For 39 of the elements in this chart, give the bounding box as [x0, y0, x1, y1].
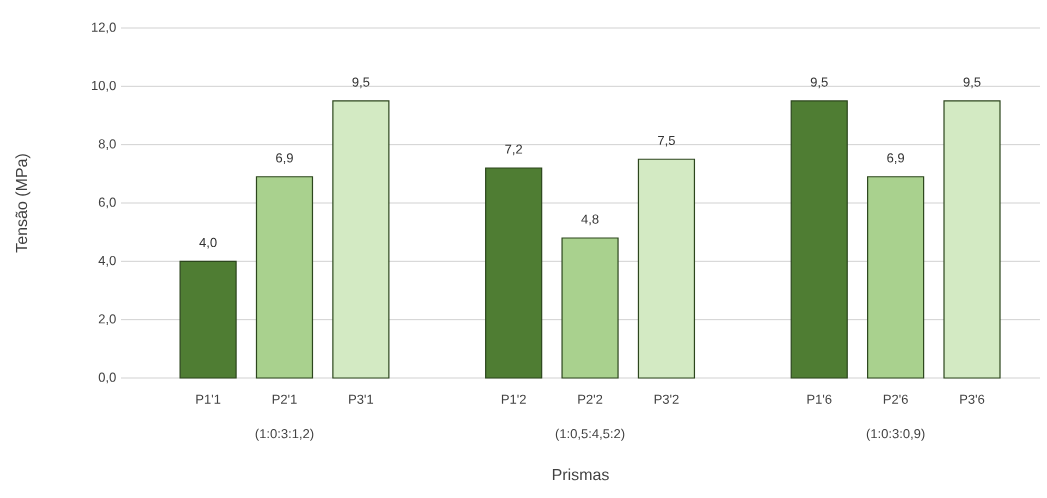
x-tick-label: P2'2: [578, 394, 603, 404]
x-tick-label: P3'2: [654, 394, 679, 404]
bar: [561, 237, 619, 379]
data-label: 9,5: [963, 77, 981, 89]
data-label: 9,5: [352, 77, 370, 89]
bar: [867, 176, 925, 379]
bar: [485, 167, 543, 379]
x-tick-label: P1'1: [196, 394, 221, 404]
data-label: 7,5: [658, 135, 675, 147]
y-tick-label: 12,0: [91, 22, 116, 34]
y-axis-title: Tensão (MPa): [15, 154, 31, 253]
data-label: 6,9: [276, 153, 293, 165]
bar: [637, 158, 696, 379]
bar: [179, 260, 237, 379]
x-tick-label: P3'1: [349, 394, 374, 404]
x-tick-label: P2'1: [272, 394, 297, 404]
x-axis-title: Prismas: [552, 468, 609, 481]
data-label: 4,0: [199, 237, 217, 249]
x-tick-label: P3'6: [960, 394, 985, 404]
text: (1:0:3:1,2): [255, 428, 314, 441]
x-tick-label: P1'2: [501, 394, 526, 404]
data-label: 6,9: [887, 153, 905, 165]
text: (1:0:3:0,9): [866, 428, 925, 441]
bar: [332, 100, 390, 379]
data-label: 9,5: [810, 77, 828, 89]
y-tick-label: 4,0: [98, 255, 116, 267]
y-tick-label: 0,0: [98, 372, 116, 384]
text: (1:0,5:4,5:2): [555, 428, 625, 441]
y-tick-label: 10,0: [91, 80, 116, 92]
data-label: 7,2: [505, 144, 523, 156]
y-tick-label: 6,0: [98, 197, 116, 209]
bar: [943, 100, 1001, 379]
bar: [790, 100, 848, 379]
bar: [255, 176, 314, 379]
data-label: 4,8: [581, 214, 599, 226]
y-tick-label: 2,0: [98, 314, 116, 326]
y-tick-label: 8,0: [98, 139, 116, 151]
x-tick-label: P2'6: [883, 394, 908, 404]
x-tick-label: P1'6: [807, 394, 832, 404]
